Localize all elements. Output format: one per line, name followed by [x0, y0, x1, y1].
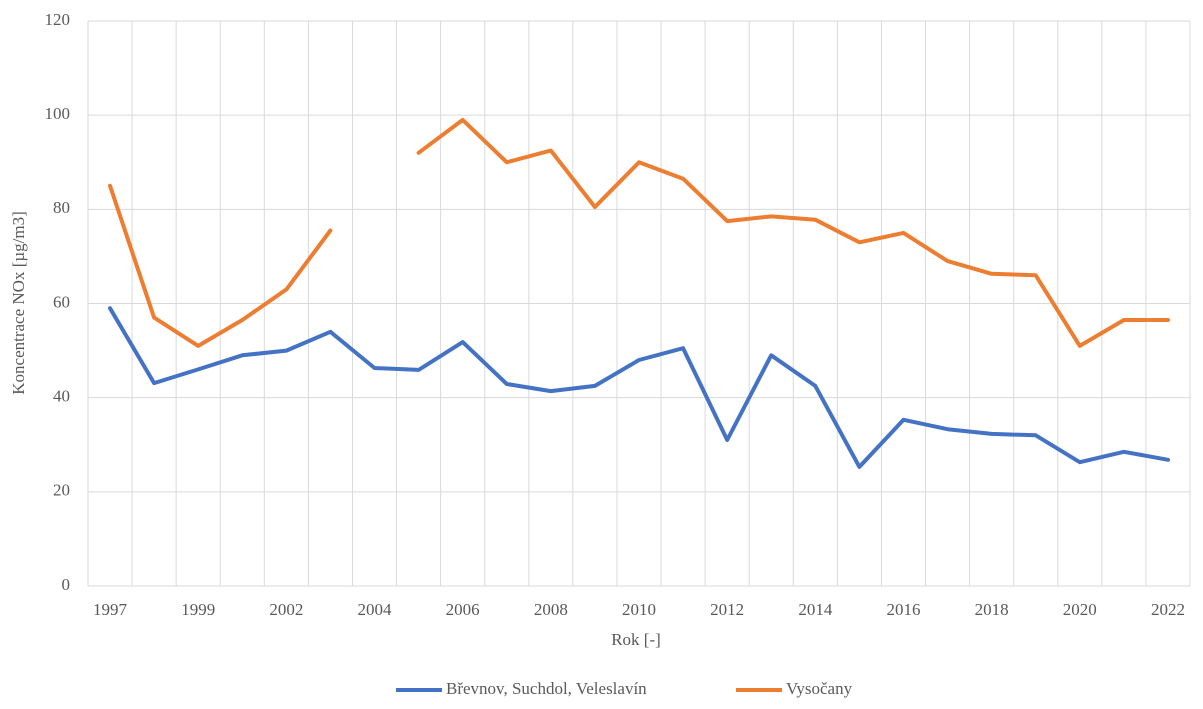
y-tick-label: 80: [53, 198, 70, 217]
x-axis-label: Rok [-]: [611, 630, 661, 649]
x-tick-label: 2008: [534, 600, 568, 619]
x-tick-label: 2016: [886, 600, 920, 619]
x-tick-label: 2020: [1063, 600, 1097, 619]
x-tick-label: 2006: [446, 600, 480, 619]
y-tick-label: 0: [62, 575, 71, 594]
x-tick-label: 2018: [975, 600, 1009, 619]
y-tick-label: 20: [53, 481, 70, 500]
x-tick-label: 1997: [93, 600, 128, 619]
x-tick-label: 2004: [358, 600, 393, 619]
legend-label: Vysočany: [786, 679, 853, 698]
y-tick-label: 40: [53, 387, 70, 406]
x-tick-label: 2014: [798, 600, 833, 619]
y-axis-label: Koncentrace NOx [µg/m3]: [9, 211, 28, 395]
x-tick-label: 2010: [622, 600, 656, 619]
series-line: [108, 117, 1170, 348]
y-tick-label: 60: [53, 292, 70, 311]
y-tick-label: 120: [45, 10, 71, 29]
series-line: [108, 306, 1170, 469]
y-tick-label: 100: [45, 104, 71, 123]
x-tick-label: 2002: [269, 600, 303, 619]
legend-label: Břevnov, Suchdol, Veleslavín: [446, 679, 647, 698]
x-tick-label: 1999: [181, 600, 215, 619]
x-tick-label: 2022: [1151, 600, 1185, 619]
x-tick-label: 2012: [710, 600, 744, 619]
